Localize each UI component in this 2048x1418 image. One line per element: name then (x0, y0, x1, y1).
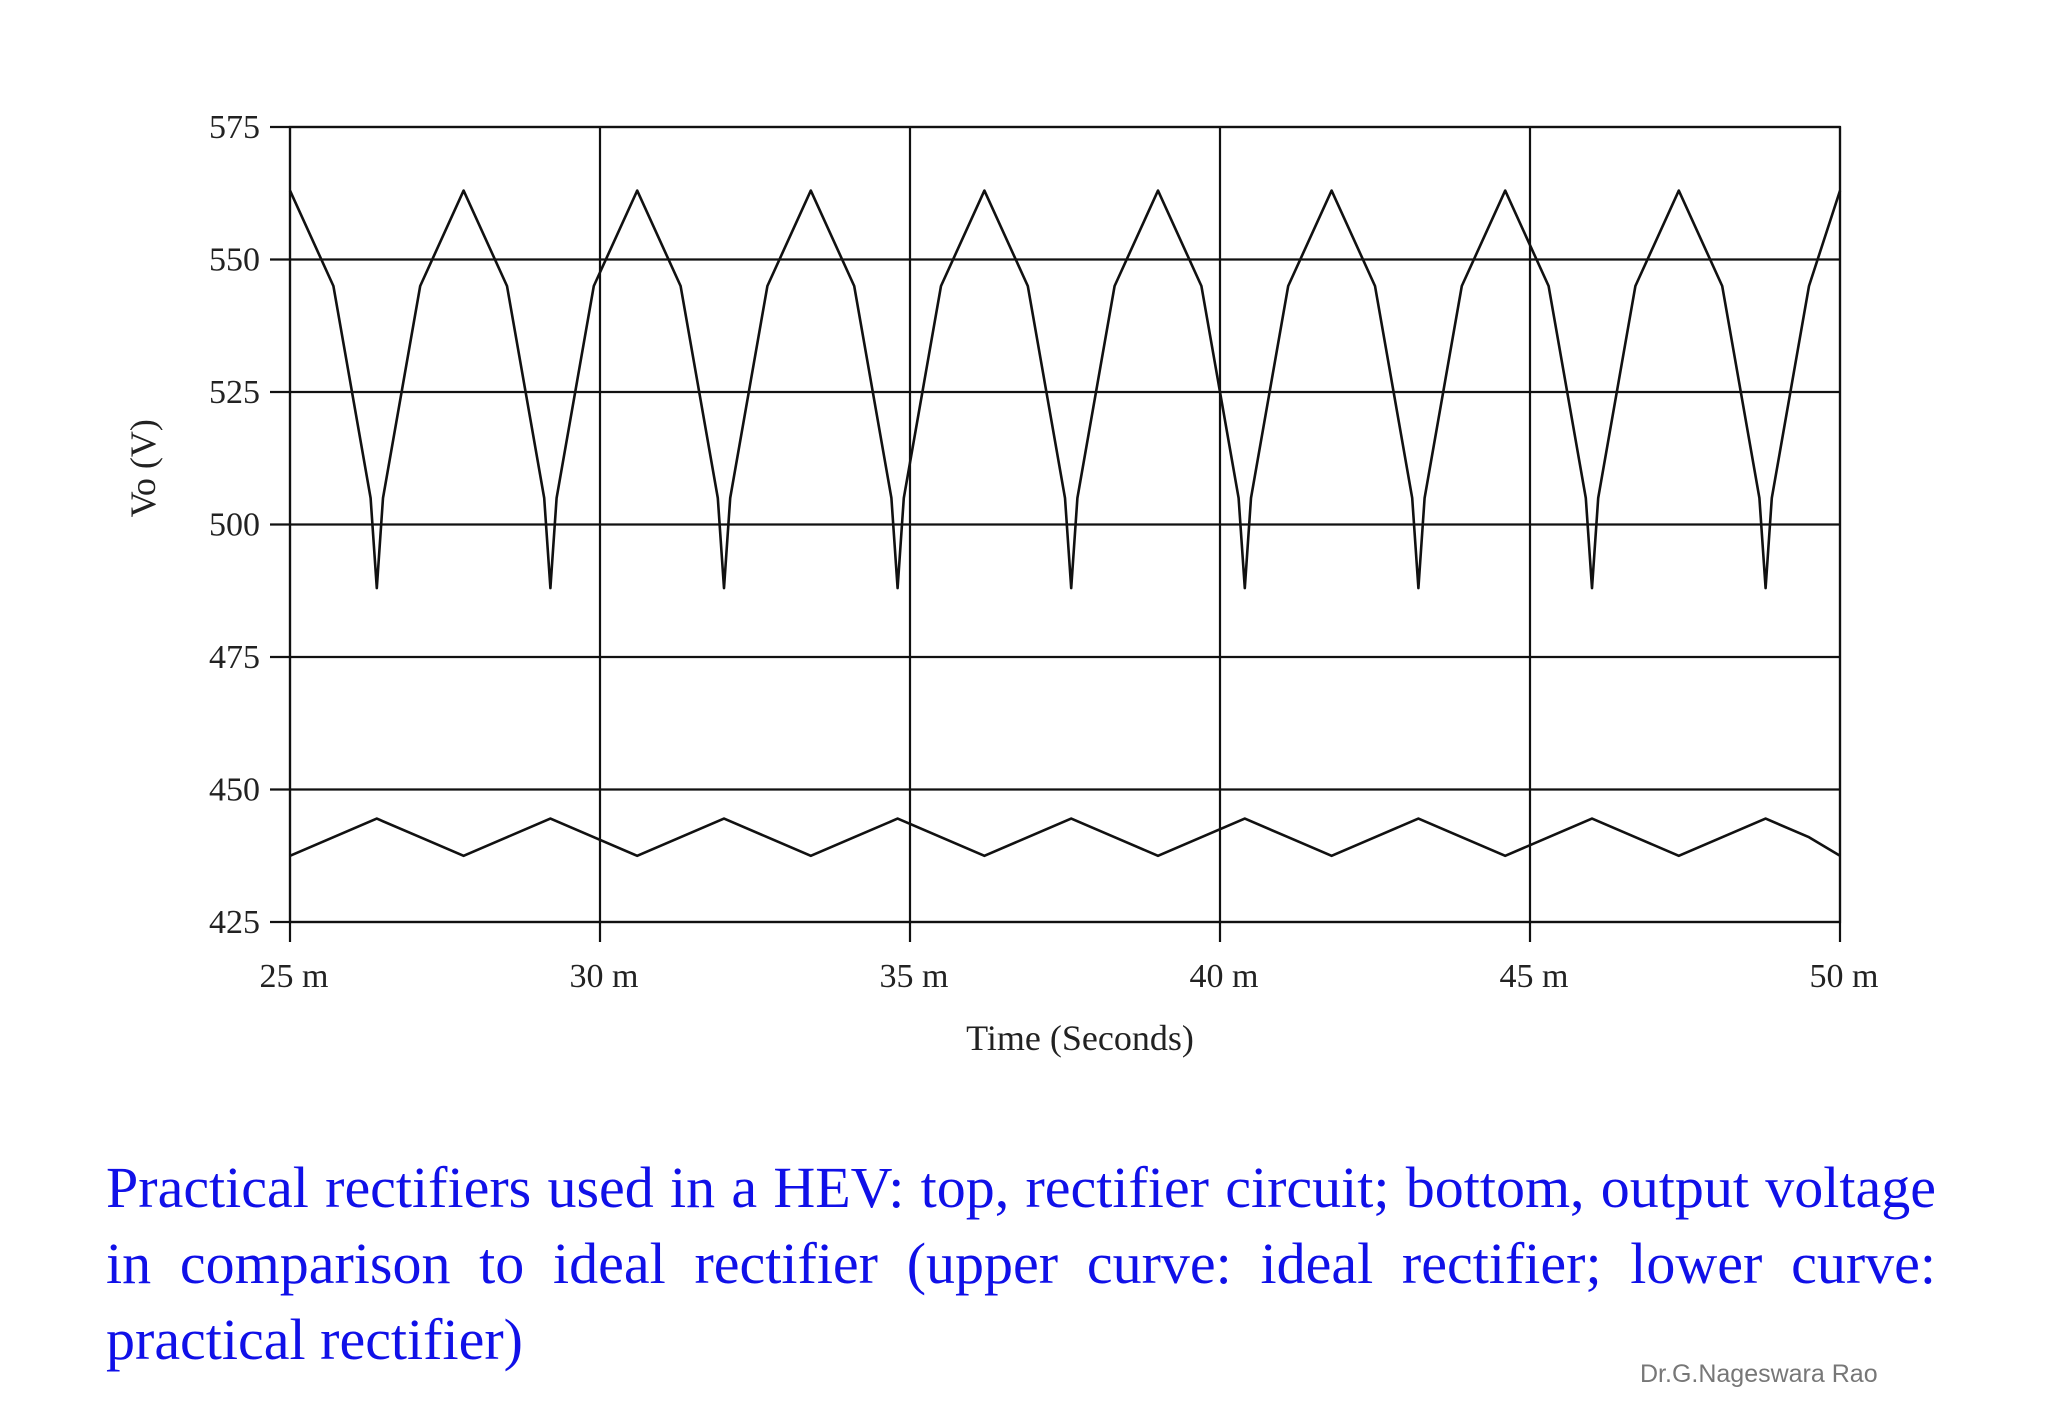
x-axis-label: Time (Seconds) (966, 1018, 1194, 1058)
tick-labels: 425 450 475 500 525 550 575 25 m 30 m 35 m 40 m 45 … (209, 109, 1878, 995)
x-tick-label-25: 25 m (260, 958, 329, 995)
y-axis-label: Vo (V) (123, 419, 163, 517)
x-tick-label-30: 30 m (570, 958, 639, 995)
series-line-upper (288, 189, 1842, 590)
x-tick-label-40: 40 m (1190, 958, 1259, 995)
y-tick-label-450: 450 (209, 772, 260, 809)
x-tick-label-45: 45 m (1500, 958, 1569, 995)
grid (270, 125, 1842, 942)
figure-caption: Practical rectifiers used in a HEV: top,… (106, 1155, 1936, 1372)
y-tick-label-425: 425 (209, 904, 260, 941)
x-tick-label-50: 50 m (1810, 958, 1879, 995)
y-tick-label-475: 475 (209, 639, 260, 676)
plot-frame (288, 125, 1842, 924)
y-tick-label-525: 525 (209, 374, 260, 411)
x-tick-label-35: 35 m (880, 958, 949, 995)
y-tick-label-550: 550 (209, 242, 260, 279)
y-tick-label-500: 500 (209, 507, 260, 544)
y-tick-label-575: 575 (209, 109, 260, 146)
series-group (288, 189, 1842, 858)
series-line-lower (289, 817, 1841, 858)
author-footer: Dr.G.Nageswara Rao (1640, 1360, 1878, 1388)
